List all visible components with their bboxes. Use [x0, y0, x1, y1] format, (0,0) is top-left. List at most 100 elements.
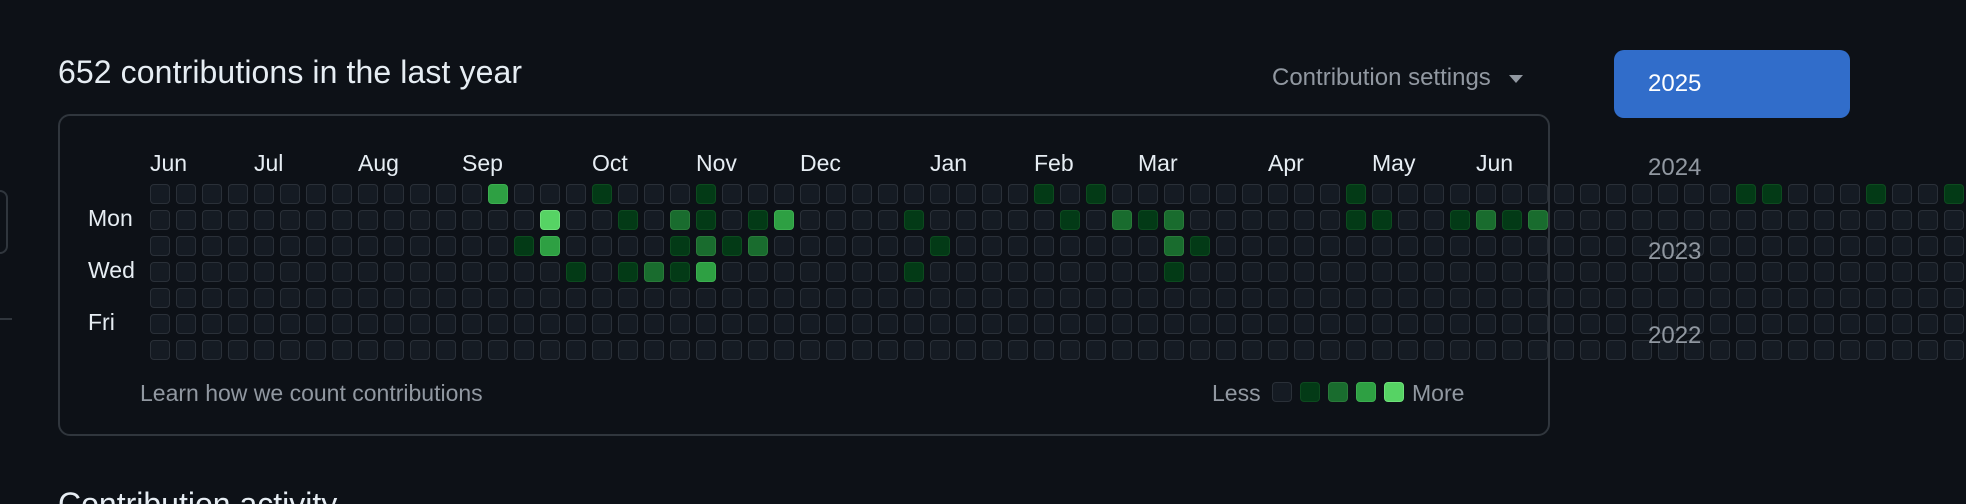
contribution-day-cell[interactable]: [150, 314, 170, 334]
contribution-day-cell[interactable]: [748, 184, 768, 204]
contribution-day-cell[interactable]: [358, 184, 378, 204]
contribution-day-cell[interactable]: [904, 236, 924, 256]
contribution-day-cell[interactable]: [1580, 288, 1600, 308]
contribution-day-cell[interactable]: [1008, 184, 1028, 204]
contribution-day-cell[interactable]: [1268, 210, 1288, 230]
contribution-day-cell[interactable]: [254, 184, 274, 204]
contribution-day-cell[interactable]: [1268, 314, 1288, 334]
contribution-day-cell[interactable]: [280, 288, 300, 308]
contribution-day-cell[interactable]: [514, 340, 534, 360]
contribution-day-cell[interactable]: [1424, 262, 1444, 282]
contribution-day-cell[interactable]: [150, 210, 170, 230]
contribution-day-cell[interactable]: [332, 340, 352, 360]
contribution-day-cell[interactable]: [540, 288, 560, 308]
contribution-day-cell[interactable]: [722, 184, 742, 204]
contribution-day-cell[interactable]: [1580, 340, 1600, 360]
contribution-day-cell[interactable]: [384, 288, 404, 308]
contribution-day-cell[interactable]: [566, 314, 586, 334]
contribution-day-cell[interactable]: [644, 288, 664, 308]
contribution-day-cell[interactable]: [956, 236, 976, 256]
contribution-day-cell[interactable]: [852, 288, 872, 308]
contribution-day-cell[interactable]: [1528, 340, 1548, 360]
contribution-day-cell[interactable]: [566, 288, 586, 308]
contribution-day-cell[interactable]: [540, 340, 560, 360]
contribution-day-cell[interactable]: [1866, 184, 1886, 204]
contribution-day-cell[interactable]: [670, 288, 690, 308]
contribution-day-cell[interactable]: [592, 340, 612, 360]
contribution-day-cell[interactable]: [1372, 314, 1392, 334]
contribution-day-cell[interactable]: [1424, 236, 1444, 256]
contribution-day-cell[interactable]: [358, 340, 378, 360]
contribution-day-cell[interactable]: [1554, 236, 1574, 256]
contribution-day-cell[interactable]: [1684, 314, 1704, 334]
contribution-day-cell[interactable]: [1684, 340, 1704, 360]
contribution-day-cell[interactable]: [1788, 210, 1808, 230]
contribution-day-cell[interactable]: [722, 236, 742, 256]
contribution-day-cell[interactable]: [1320, 236, 1340, 256]
contribution-day-cell[interactable]: [1476, 288, 1496, 308]
contribution-day-cell[interactable]: [1138, 262, 1158, 282]
contribution-day-cell[interactable]: [1684, 184, 1704, 204]
contribution-day-cell[interactable]: [514, 184, 534, 204]
contribution-day-cell[interactable]: [1658, 262, 1678, 282]
contribution-day-cell[interactable]: [1346, 262, 1366, 282]
contribution-day-cell[interactable]: [1528, 288, 1548, 308]
contribution-day-cell[interactable]: [1398, 210, 1418, 230]
contribution-day-cell[interactable]: [826, 340, 846, 360]
contribution-day-cell[interactable]: [1866, 236, 1886, 256]
contribution-day-cell[interactable]: [176, 314, 196, 334]
contribution-day-cell[interactable]: [1216, 314, 1236, 334]
contribution-day-cell[interactable]: [514, 288, 534, 308]
contribution-day-cell[interactable]: [670, 210, 690, 230]
contribution-day-cell[interactable]: [1892, 314, 1912, 334]
contribution-day-cell[interactable]: [644, 184, 664, 204]
contribution-day-cell[interactable]: [1346, 340, 1366, 360]
contribution-day-cell[interactable]: [488, 262, 508, 282]
contribution-day-cell[interactable]: [722, 314, 742, 334]
contribution-day-cell[interactable]: [670, 184, 690, 204]
contribution-day-cell[interactable]: [826, 288, 846, 308]
contribution-day-cell[interactable]: [1606, 288, 1626, 308]
contribution-day-cell[interactable]: [1606, 314, 1626, 334]
contribution-day-cell[interactable]: [1840, 314, 1860, 334]
contribution-day-cell[interactable]: [540, 184, 560, 204]
contribution-day-cell[interactable]: [1632, 184, 1652, 204]
contribution-day-cell[interactable]: [176, 262, 196, 282]
contribution-day-cell[interactable]: [904, 184, 924, 204]
contribution-day-cell[interactable]: [1164, 340, 1184, 360]
contribution-day-cell[interactable]: [1710, 288, 1730, 308]
contribution-day-cell[interactable]: [748, 314, 768, 334]
contribution-day-cell[interactable]: [592, 314, 612, 334]
contribution-day-cell[interactable]: [1918, 340, 1938, 360]
contribution-day-cell[interactable]: [1164, 236, 1184, 256]
contribution-day-cell[interactable]: [1840, 288, 1860, 308]
contribution-day-cell[interactable]: [514, 236, 534, 256]
contribution-day-cell[interactable]: [722, 340, 742, 360]
contribution-day-cell[interactable]: [1736, 314, 1756, 334]
contribution-day-cell[interactable]: [436, 262, 456, 282]
contribution-day-cell[interactable]: [1632, 262, 1652, 282]
contribution-day-cell[interactable]: [1450, 314, 1470, 334]
contribution-day-cell[interactable]: [1242, 340, 1262, 360]
contribution-day-cell[interactable]: [1476, 236, 1496, 256]
contribution-day-cell[interactable]: [1034, 340, 1054, 360]
contribution-day-cell[interactable]: [696, 340, 716, 360]
contribution-day-cell[interactable]: [1528, 314, 1548, 334]
contribution-day-cell[interactable]: [774, 314, 794, 334]
contribution-day-cell[interactable]: [1372, 288, 1392, 308]
contribution-day-cell[interactable]: [1268, 288, 1288, 308]
contribution-day-cell[interactable]: [1034, 184, 1054, 204]
contribution-day-cell[interactable]: [1788, 262, 1808, 282]
contribution-day-cell[interactable]: [618, 210, 638, 230]
contribution-day-cell[interactable]: [982, 340, 1002, 360]
contribution-day-cell[interactable]: [384, 314, 404, 334]
contribution-day-cell[interactable]: [254, 236, 274, 256]
contribution-day-cell[interactable]: [852, 236, 872, 256]
contribution-day-cell[interactable]: [1944, 288, 1964, 308]
contribution-day-cell[interactable]: [1944, 210, 1964, 230]
contribution-day-cell[interactable]: [1918, 210, 1938, 230]
contribution-day-cell[interactable]: [878, 288, 898, 308]
contribution-day-cell[interactable]: [1866, 340, 1886, 360]
contribution-day-cell[interactable]: [436, 288, 456, 308]
contribution-day-cell[interactable]: [774, 288, 794, 308]
